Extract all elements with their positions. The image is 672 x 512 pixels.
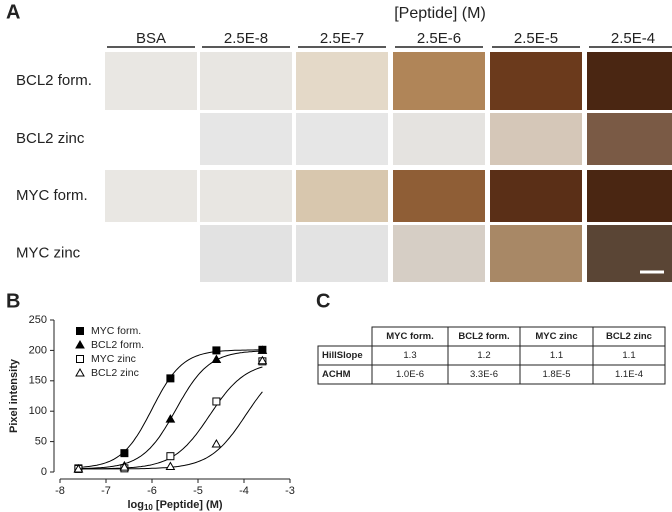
y-tick-label: 250 (29, 314, 47, 326)
column-header: BSA (136, 30, 166, 47)
data-point (119, 462, 130, 471)
data-point (257, 345, 268, 354)
legend-marker (75, 367, 85, 377)
panel-label: A (6, 1, 20, 23)
data-point (166, 374, 175, 383)
legend-marker (75, 339, 85, 349)
image-tile (587, 52, 672, 110)
image-tile (200, 225, 292, 282)
data-point (211, 354, 222, 364)
image-tile (200, 52, 292, 110)
y-tick-label: 0 (41, 466, 47, 478)
image-tile (296, 170, 388, 222)
panel-label: B (6, 290, 20, 312)
x-tick-label: -4 (239, 485, 249, 497)
table-value: 1.2 (477, 350, 490, 361)
image-tile (105, 170, 197, 222)
y-tick-label: 150 (29, 375, 47, 387)
image-tile (296, 113, 388, 165)
image-tile (296, 225, 388, 282)
data-point (165, 461, 176, 471)
table-cell (592, 364, 666, 385)
y-axis-label: Pixel intensity (8, 358, 20, 433)
table-value: 1.8E-5 (543, 369, 571, 380)
image-tile (200, 113, 292, 165)
column-header: 2.5E-6 (417, 30, 461, 47)
image-tile (490, 170, 582, 222)
column-header: 2.5E-5 (514, 30, 558, 47)
image-tile (393, 52, 485, 110)
data-point (165, 414, 176, 423)
data-point (73, 463, 84, 473)
image-tile (105, 52, 197, 110)
image-tile (393, 170, 485, 222)
column-header: MYC form. (386, 331, 434, 342)
table-value: 1.1E-4 (615, 369, 643, 380)
image-tile (490, 225, 582, 282)
image-tile (490, 113, 582, 165)
legend-label: BCL2 form. (91, 339, 144, 351)
row-label: BCL2 form. (16, 72, 92, 89)
data-point (212, 346, 221, 355)
image-tile (393, 113, 485, 165)
table-value: 3.3E-6 (470, 369, 498, 380)
panel-title: [Peptide] (M) (394, 5, 486, 22)
column-header: 2.5E-7 (320, 30, 364, 47)
x-tick-label: -3 (285, 485, 295, 497)
y-tick-label: 50 (35, 436, 47, 448)
column-header: BCL2 zinc (606, 331, 652, 342)
image-tile (587, 113, 672, 165)
x-tick-label: -8 (55, 485, 65, 497)
legend-label: MYC zinc (91, 353, 136, 365)
row-header: ACHM (322, 369, 351, 380)
x-label-part: log (127, 499, 144, 511)
column-header: BCL2 form. (458, 331, 509, 342)
image-tile (587, 170, 672, 222)
x-tick-label: -6 (147, 485, 157, 497)
legend-label: MYC form. (91, 325, 141, 337)
column-header: 2.5E-8 (224, 30, 268, 47)
legend-marker (76, 355, 84, 363)
table-value: 1.1 (550, 350, 563, 361)
legend-marker (76, 327, 84, 335)
table-value: 1.3 (403, 350, 416, 361)
table-value: 1.0E-6 (396, 369, 424, 380)
data-point (211, 439, 222, 448)
x-tick-label: -7 (101, 485, 111, 497)
row-label: BCL2 zinc (16, 130, 85, 147)
row-label: MYC form. (16, 187, 88, 204)
legend-label: BCL2 zinc (91, 367, 139, 379)
image-tile (490, 52, 582, 110)
row-label: MYC zinc (16, 244, 81, 261)
x-label-sub: 10 (144, 503, 153, 512)
y-tick-label: 100 (29, 405, 47, 417)
panel-label: C (316, 290, 330, 312)
table-value: 1.1 (622, 350, 635, 361)
image-tile (393, 225, 485, 282)
column-header: 2.5E-4 (611, 30, 655, 47)
x-tick-label: -5 (193, 485, 203, 497)
data-point (257, 355, 268, 365)
image-tile (296, 52, 388, 110)
x-axis-label: log10 [Peptide] (M) (127, 499, 222, 512)
data-point (166, 452, 175, 461)
x-label-part: [Peptide] (M) (153, 499, 223, 511)
data-point (120, 449, 129, 458)
data-point (212, 397, 221, 406)
image-tile (200, 170, 292, 222)
y-tick-label: 200 (29, 344, 47, 356)
row-header: HillSlope (322, 350, 363, 361)
column-header: MYC zinc (535, 331, 577, 342)
